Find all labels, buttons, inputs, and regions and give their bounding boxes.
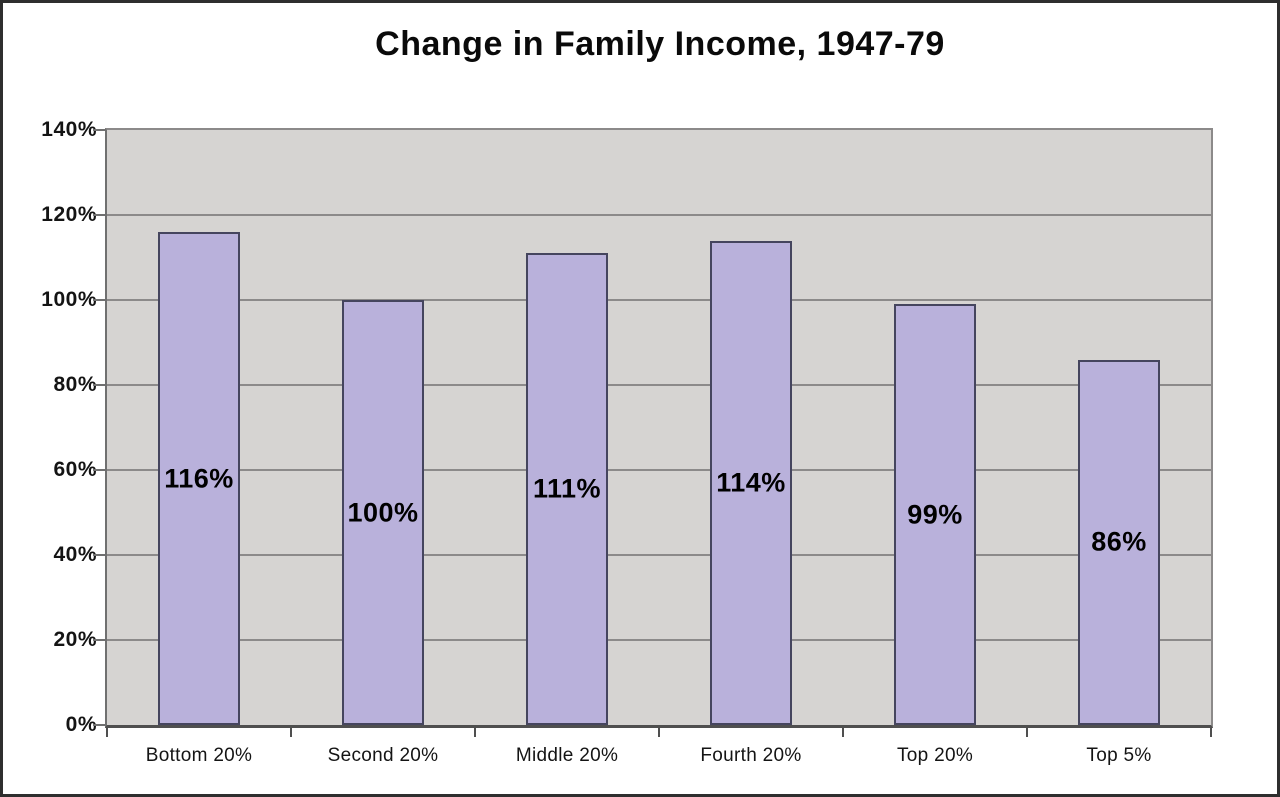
x-axis-tick-mark [106, 726, 108, 737]
y-axis-tick-mark [93, 384, 105, 386]
x-axis-tick-mark [474, 726, 476, 737]
bar-5: 99% [894, 304, 976, 725]
x-axis-category-label: Fourth 20% [700, 745, 802, 766]
x-axis-category-label: Bottom 20% [145, 745, 253, 766]
gridline-60 [107, 469, 1211, 471]
bar-value-label: 116% [164, 463, 234, 493]
y-axis-tick-label: 60% [53, 458, 97, 481]
gridline-120 [107, 214, 1211, 216]
y-axis-tick-label: 80% [53, 373, 97, 396]
bar-2: 100% [342, 300, 424, 725]
y-axis-tick-mark [93, 554, 105, 556]
x-axis-category-label: Top 5% [1086, 745, 1152, 766]
y-axis-tick-mark [93, 469, 105, 471]
x-axis-category-label: Middle 20% [515, 745, 619, 766]
y-axis-tick-label: 40% [53, 543, 97, 566]
x-axis-tick-mark [290, 726, 292, 737]
x-axis-category-label: Top 20% [896, 745, 974, 766]
gridline-100 [107, 299, 1211, 301]
y-axis-tick-mark [93, 214, 105, 216]
bar-value-label: 86% [1091, 526, 1147, 557]
y-axis-tick-label: 140% [41, 118, 97, 141]
y-axis-tick-mark [93, 299, 105, 301]
bar-value-label: 111% [532, 473, 602, 504]
gridline-80 [107, 384, 1211, 386]
x-axis-tick-mark [1026, 726, 1028, 737]
y-axis-tick-label: 0% [65, 713, 97, 736]
x-axis-tick-mark [1210, 726, 1212, 737]
bar-1: 116% [158, 232, 240, 725]
y-axis-tick-label: 100% [41, 288, 97, 311]
y-axis-tick-mark [93, 639, 105, 641]
bar-6: 86% [1078, 359, 1160, 725]
bar-value-label: 100% [347, 497, 419, 527]
bar-value-label: 114% [716, 467, 786, 498]
gridline-20 [107, 639, 1211, 641]
plot-area: 116% 100% 111% 114% 99% 86% [105, 128, 1213, 728]
bar-3: 111% [526, 253, 608, 725]
y-axis-tick-label: 20% [53, 628, 97, 651]
x-axis-tick-mark [842, 726, 844, 737]
y-axis-tick-mark [93, 129, 105, 131]
x-axis-tick-mark [658, 726, 660, 737]
y-axis-tick-mark [93, 724, 105, 726]
chart-title: Change in Family Income, 1947-79 [375, 25, 945, 63]
y-axis-tick-label: 120% [41, 203, 97, 226]
x-axis-category-label: Second 20% [327, 745, 439, 766]
bar-value-label: 99% [907, 499, 963, 530]
bar-4: 114% [710, 240, 792, 725]
gridline-40 [107, 554, 1211, 556]
